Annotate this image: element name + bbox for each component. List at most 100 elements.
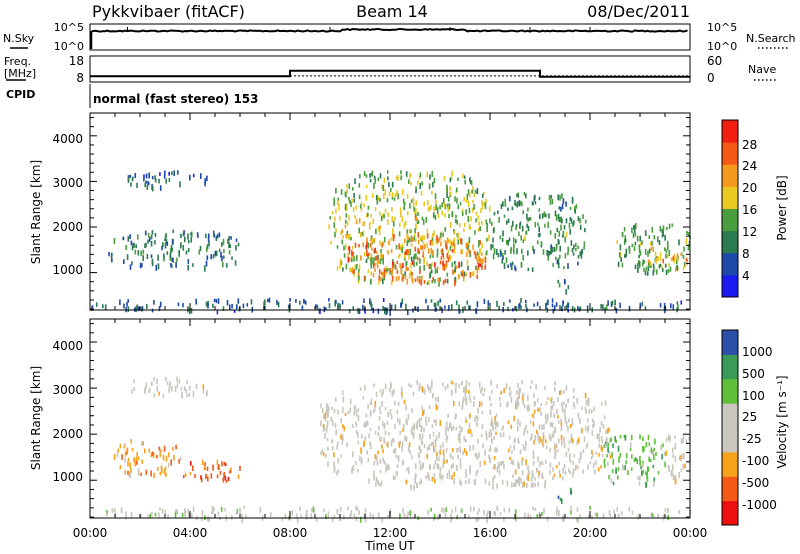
data-cell (134, 249, 137, 255)
data-cell (467, 241, 470, 247)
data-cell (527, 404, 530, 409)
velocity-cbar-tick-label: -100 (742, 454, 769, 468)
data-cell (295, 513, 298, 519)
data-cell (546, 301, 548, 306)
data-cell (469, 428, 472, 434)
data-cell (646, 476, 649, 482)
data-cell (147, 233, 150, 238)
data-cell (163, 468, 166, 475)
data-cell (414, 307, 417, 311)
data-cell (608, 510, 611, 516)
data-cell (379, 197, 381, 202)
data-cell (644, 230, 647, 237)
data-cell (598, 433, 600, 440)
data-cell (201, 459, 204, 466)
data-cell (538, 511, 541, 516)
velocity-cbar-swatch (722, 451, 738, 477)
data-cell (465, 450, 468, 456)
data-cell (468, 207, 471, 214)
data-cell (519, 201, 522, 206)
data-cell (427, 206, 430, 211)
data-cell (174, 386, 177, 392)
data-cell (288, 304, 291, 311)
nave-tick-bottom: 0 (707, 71, 715, 85)
data-cell (230, 467, 232, 474)
data-cell (405, 171, 408, 177)
data-cell (352, 465, 355, 472)
data-cell (417, 211, 419, 217)
data-cell (664, 507, 667, 513)
data-cell (369, 243, 372, 248)
data-cell (491, 422, 494, 429)
data-cell (481, 411, 484, 415)
data-cell (686, 259, 689, 265)
data-cell (465, 469, 467, 475)
data-cell (666, 227, 668, 231)
data-cell (421, 433, 424, 439)
data-cell (454, 416, 457, 420)
power-cbar-swatch (722, 208, 738, 232)
data-cell (486, 226, 488, 233)
data-cell (478, 401, 481, 408)
data-cell (381, 444, 383, 449)
data-cell (392, 475, 395, 481)
data-cell (442, 253, 444, 258)
data-cell (556, 506, 558, 512)
data-cell (189, 472, 192, 476)
data-cell (394, 193, 397, 198)
data-cell (207, 237, 210, 242)
data-cell (221, 255, 223, 262)
data-cell (423, 235, 426, 240)
data-cell (555, 465, 558, 469)
data-cell (163, 445, 166, 452)
data-cell (333, 467, 336, 473)
data-cell (481, 204, 484, 210)
data-cell (559, 473, 561, 478)
data-cell (504, 250, 506, 255)
data-cell (413, 206, 415, 212)
data-cell (472, 270, 475, 277)
data-cell (499, 396, 501, 402)
data-cell (540, 411, 542, 416)
data-cell (392, 259, 394, 264)
data-cell (150, 511, 153, 517)
data-cell (410, 199, 413, 203)
data-cell (392, 449, 395, 453)
x-axis-label: Time UT (364, 539, 415, 553)
data-cell (187, 248, 190, 253)
cpid-text: normal (fast stereo) 153 (93, 92, 259, 106)
data-cell (216, 474, 219, 479)
data-cell (411, 426, 413, 431)
data-cell (515, 403, 517, 410)
data-cell (127, 460, 129, 467)
data-cell (442, 462, 444, 469)
data-cell (222, 261, 224, 268)
data-cell (358, 510, 360, 515)
data-cell (515, 306, 518, 312)
data-cell (154, 175, 156, 180)
data-cell (430, 263, 432, 270)
data-cell (375, 482, 377, 487)
data-cell (206, 255, 209, 261)
data-cell (477, 516, 480, 521)
data-cell (585, 399, 588, 406)
data-cell (558, 461, 560, 466)
data-cell (549, 230, 552, 235)
data-cell (321, 408, 324, 414)
data-cell (559, 245, 561, 252)
data-cell (433, 212, 435, 219)
data-cell (450, 192, 452, 196)
data-cell (391, 261, 394, 266)
data-cell (216, 309, 219, 315)
data-cell (458, 274, 460, 279)
data-cell (593, 462, 595, 468)
data-cell (127, 299, 129, 303)
data-cell (394, 304, 397, 311)
data-cell (548, 251, 551, 255)
data-cell (527, 476, 529, 481)
data-cell (398, 243, 400, 250)
data-cell (561, 218, 563, 224)
data-cell (345, 207, 348, 212)
nave-label: Nave (748, 63, 776, 76)
data-cell (372, 410, 375, 414)
